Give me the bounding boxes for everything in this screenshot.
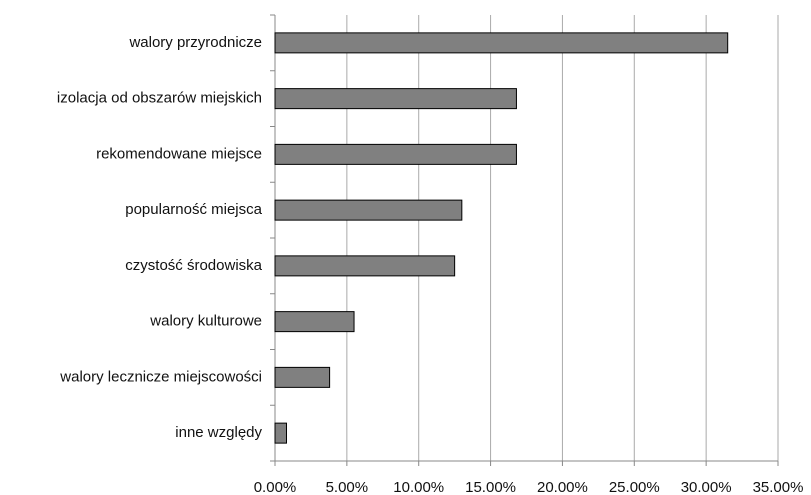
y-tick-label: czystość środowiska [125, 257, 262, 274]
x-tick-label: 15.00% [465, 479, 516, 495]
bar [274, 199, 463, 221]
y-tick-label: izolacja od obszarów miejskich [57, 90, 262, 107]
bar [274, 255, 456, 277]
x-tick-label: 25.00% [609, 479, 660, 495]
bar [274, 143, 517, 165]
bar [274, 311, 355, 333]
y-tick-label: walory przyrodnicze [128, 34, 262, 51]
x-tick-label: 5.00% [326, 479, 369, 495]
bar [274, 422, 287, 444]
x-tick-label: 20.00% [537, 479, 588, 495]
x-tick-label: 0.00% [254, 479, 297, 495]
x-tick-label: 10.00% [393, 479, 444, 495]
y-tick-label: walory lecznicze miejscowości [59, 368, 262, 385]
y-tick-label: rekomendowane miejsce [96, 145, 262, 162]
bar [274, 366, 331, 388]
y-tick-label: popularność miejsca [125, 201, 262, 218]
bar [274, 32, 729, 54]
y-tick-label: inne względy [175, 424, 262, 441]
x-tick-label: 30.00% [681, 479, 732, 495]
x-tick-label: 35.00% [753, 479, 804, 495]
bar [274, 88, 517, 110]
y-tick-label: walory kulturowe [149, 313, 262, 330]
